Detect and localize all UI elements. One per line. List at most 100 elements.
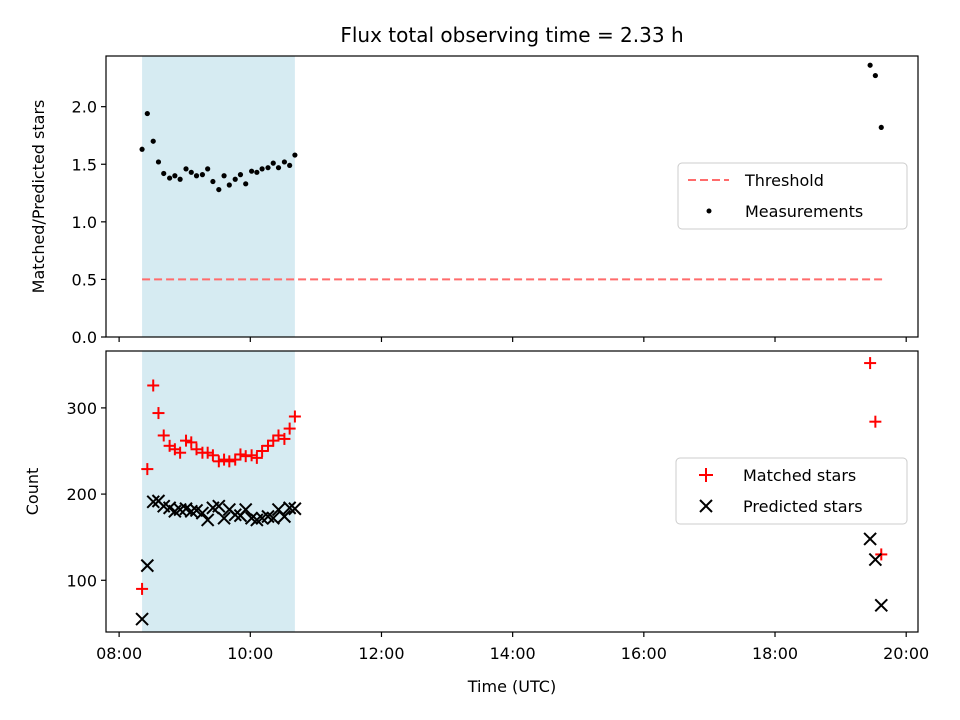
measurement-point xyxy=(167,175,173,181)
legend-measurements-swatch xyxy=(706,208,712,214)
legend-predicted-label: Predicted stars xyxy=(743,497,863,516)
matched-star-point xyxy=(212,455,225,468)
matched-star-point xyxy=(262,439,275,452)
x-stroke-b xyxy=(184,504,198,519)
observing-interval-shade xyxy=(142,351,295,632)
predicted-star-point xyxy=(288,502,302,516)
predicted-star-point xyxy=(238,502,253,517)
bottom-legend-box xyxy=(675,457,908,525)
matched-star-point xyxy=(147,379,160,392)
measurement-point xyxy=(161,170,167,177)
x-stroke-b xyxy=(244,511,259,525)
x-tick-label: 14:00 xyxy=(490,644,536,663)
y-tick-label: 100 xyxy=(66,571,97,590)
x-stroke-b xyxy=(157,499,171,513)
x-stroke-b xyxy=(868,552,883,567)
measurement-point xyxy=(249,168,255,174)
x-stroke-b xyxy=(189,503,204,518)
predicted-star-point xyxy=(195,506,210,520)
measurement-point xyxy=(867,62,873,68)
measurement-point xyxy=(878,124,884,131)
matched-star-point xyxy=(283,422,296,435)
measurement-point xyxy=(254,169,260,175)
x-stroke-b xyxy=(271,502,286,517)
bottom-panel-y-axis: 100 200 300 xyxy=(66,399,106,590)
y-tick-label: 300 xyxy=(66,399,97,418)
x-axis-label: Time (UTC) xyxy=(467,677,556,696)
x-stroke-b xyxy=(277,509,292,524)
matched-star-point xyxy=(206,449,219,462)
bottom-panel-y-label: Count xyxy=(23,468,42,516)
matched-star-point xyxy=(869,415,882,428)
x-stroke-b xyxy=(874,598,888,612)
matched-star-point xyxy=(201,446,214,459)
legend-predicted-swatch xyxy=(699,499,713,513)
measurement-point xyxy=(281,159,288,165)
x-stroke-b xyxy=(217,511,231,525)
top-panel-marks xyxy=(139,62,884,281)
y-tick-label: 200 xyxy=(66,485,97,504)
measurement-point xyxy=(243,181,249,187)
y-tick-label: 1.5 xyxy=(72,155,97,174)
matched-star-point xyxy=(864,357,877,370)
matched-star-point xyxy=(288,410,301,423)
x-tick-label: 20:00 xyxy=(883,644,929,663)
x-tick-label: 12:00 xyxy=(358,644,404,663)
measurement-point xyxy=(139,146,145,152)
measurement-point xyxy=(270,160,276,166)
measurement-point xyxy=(237,172,244,178)
predicted-star-point xyxy=(212,499,226,513)
x-tick-label: 08:00 xyxy=(96,644,142,663)
measurement-point xyxy=(226,182,232,188)
x-tick-label: 16:00 xyxy=(621,644,667,663)
matched-star-point xyxy=(174,446,187,459)
measurement-point xyxy=(221,173,227,179)
matched-star-point xyxy=(180,434,193,447)
measurement-point xyxy=(216,186,222,193)
matched-star-point xyxy=(229,453,242,466)
legend-threshold-label: Threshold xyxy=(744,171,824,190)
predicted-star-point xyxy=(282,501,297,515)
top-panel-legend: Threshold Measurements xyxy=(677,162,908,230)
matched-star-point xyxy=(256,444,269,457)
matched-star-point xyxy=(278,432,291,445)
predicted-star-point xyxy=(184,504,198,519)
predicted-star-point xyxy=(228,508,242,522)
top-legend-box xyxy=(677,162,908,230)
measurement-point xyxy=(232,176,238,182)
x-stroke-b xyxy=(195,506,210,520)
legend-matched-swatch xyxy=(699,468,713,482)
bottom-panel-marks xyxy=(135,357,888,626)
bottom-panel-x-axis: 08:00 10:00 12:00 14:00 16:00 18:00 20:00 xyxy=(96,632,929,663)
matched-star-point xyxy=(245,449,258,462)
matched-star-point xyxy=(157,429,170,442)
measurement-point xyxy=(872,72,878,79)
bottom-panel: 100 200 300 08:00 10:00 12:00 14:00 16:00 18:00… xyxy=(23,350,929,696)
measurement-point xyxy=(150,138,156,144)
measurement-point xyxy=(292,152,298,158)
top-panel-x-ticks xyxy=(118,337,907,342)
bottom-panel-frame xyxy=(105,350,919,633)
x-stroke-b xyxy=(238,502,253,517)
measurement-point xyxy=(144,110,150,117)
measurement-point xyxy=(155,159,162,165)
x-tick-label: 10:00 xyxy=(227,644,273,663)
bottom-panel-legend: Matched stars Predicted stars xyxy=(675,457,908,525)
x-stroke-b xyxy=(282,501,297,515)
matched-star-point xyxy=(218,453,231,466)
matched-star-point xyxy=(250,451,263,464)
measurement-point xyxy=(265,165,271,171)
legend-matched-label: Matched stars xyxy=(743,466,856,485)
matched-star-point xyxy=(136,582,149,595)
x-stroke-b xyxy=(288,502,302,516)
x-stroke-b xyxy=(266,511,280,525)
measurement-point xyxy=(199,172,206,178)
legend-measurements-label: Measurements xyxy=(745,202,863,221)
x-stroke-b xyxy=(146,495,160,509)
y-tick-label: 0.5 xyxy=(72,270,97,289)
x-stroke-b xyxy=(863,532,877,546)
y-tick-label: 1.0 xyxy=(72,213,97,232)
y-tick-label: 2.0 xyxy=(72,98,97,117)
matched-star-point xyxy=(234,448,247,461)
